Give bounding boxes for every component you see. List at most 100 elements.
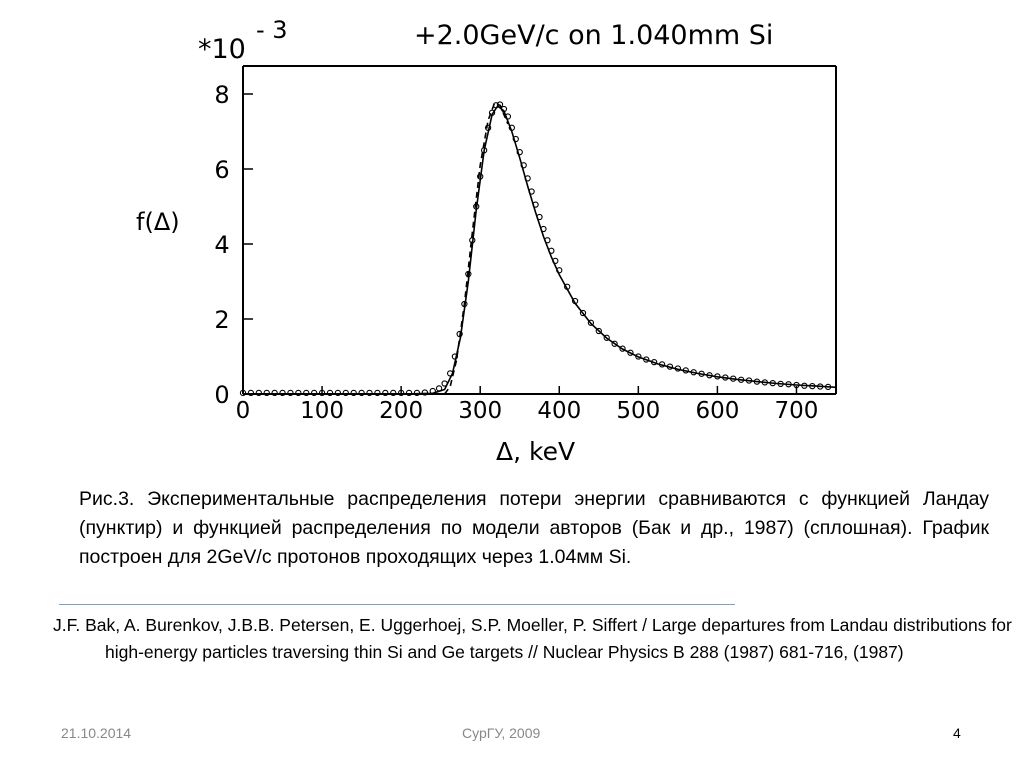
data-point <box>512 135 519 143</box>
footer-organization: СурГУ, 2009 <box>462 725 541 741</box>
data-point <box>239 389 247 397</box>
data-point <box>635 353 642 360</box>
data-point <box>374 389 381 397</box>
y-tick-label: 8 <box>214 81 229 109</box>
data-point <box>793 381 800 389</box>
x-tick-label: 400 <box>537 398 581 424</box>
data-point <box>255 389 262 397</box>
data-point <box>303 389 310 397</box>
data-point <box>745 377 753 384</box>
data-point <box>650 358 658 366</box>
data-point <box>540 225 547 233</box>
data-point <box>469 237 476 244</box>
data-point <box>682 367 689 374</box>
data-point <box>548 247 555 254</box>
data-point <box>279 389 286 397</box>
data-point <box>481 147 488 154</box>
x-tick-label: 100 <box>300 398 344 424</box>
data-point <box>500 105 508 113</box>
data-point <box>311 389 318 397</box>
data-point <box>658 361 666 368</box>
data-point <box>817 383 824 390</box>
x-ticks: 0 100 200 300 400 500 600 700 <box>236 386 818 424</box>
y-axis-label: f(Δ) <box>136 208 180 236</box>
chart-scale-label: *10 <box>198 34 246 65</box>
data-point <box>552 257 559 265</box>
data-point <box>473 203 480 210</box>
figure-caption: Рис.3. Экспериментальные распределения п… <box>79 488 989 568</box>
data-point <box>504 113 512 120</box>
data-point <box>287 389 294 397</box>
data-point <box>484 124 492 131</box>
data-point <box>326 389 334 397</box>
data-point <box>492 102 500 109</box>
energy-loss-chart: *10 - 3 +2.0GeV/c on 1.040mm Si f(Δ) Δ, … <box>136 16 837 466</box>
data-point <box>824 383 832 391</box>
data-point <box>520 162 527 169</box>
y-ticks: 0 2 4 6 8 <box>214 81 253 409</box>
y-tick-label: 2 <box>214 306 229 334</box>
data-point <box>413 389 421 397</box>
footer-date: 21.10.2014 <box>61 725 132 741</box>
data-point <box>698 370 705 377</box>
data-point <box>536 213 543 221</box>
data-point <box>397 389 405 397</box>
data-point <box>488 109 496 116</box>
data-point <box>690 369 697 376</box>
data-point <box>429 387 436 395</box>
data-point <box>544 237 551 244</box>
data-point <box>295 389 302 397</box>
data-point <box>350 389 357 397</box>
data-point <box>809 382 816 390</box>
y-tick-label: 6 <box>214 156 229 184</box>
plot-frame <box>242 65 837 395</box>
data-point <box>587 319 595 326</box>
data-point <box>674 365 682 372</box>
data-point <box>263 389 270 397</box>
data-point <box>358 389 365 397</box>
data-point <box>247 389 255 397</box>
data-point <box>390 389 397 397</box>
data-point <box>761 379 768 386</box>
data-point <box>366 389 373 397</box>
data-point <box>447 370 454 377</box>
data-point <box>753 378 761 385</box>
data-point <box>318 389 326 397</box>
data-point <box>722 374 729 381</box>
data-point <box>342 389 349 397</box>
data-point <box>441 380 448 387</box>
chart-scale-exponent: - 3 <box>256 16 288 44</box>
reference-citation: J.F. Bak, A. Burenkov, J.B.B. Petersen, … <box>53 615 1012 662</box>
data-point <box>508 124 515 131</box>
data-point <box>456 330 463 338</box>
data-point <box>714 373 721 380</box>
data-point <box>435 385 443 392</box>
separator-line <box>59 604 735 605</box>
data-point <box>611 340 618 347</box>
data-point <box>405 389 413 397</box>
data-point <box>382 389 389 397</box>
data-point <box>785 381 792 388</box>
data-point <box>564 283 571 290</box>
data-point <box>461 300 468 308</box>
x-tick-label: 0 <box>236 398 251 424</box>
data-point <box>730 375 737 382</box>
data-point <box>451 353 459 360</box>
data-point <box>643 356 650 363</box>
x-tick-label: 600 <box>695 398 739 424</box>
series-lines <box>243 102 837 395</box>
data-point <box>465 270 472 278</box>
data-point <box>524 175 531 182</box>
data-point <box>579 309 587 317</box>
data-point <box>496 101 504 108</box>
data-point <box>571 297 579 305</box>
data-point <box>271 389 278 397</box>
footer-page-number: 4 <box>953 725 961 741</box>
x-tick-label: 300 <box>458 398 502 424</box>
x-tick-label: 500 <box>616 398 660 424</box>
chart-title: +2.0GeV/c on 1.040mm Si <box>414 20 773 51</box>
x-tick-label: 200 <box>379 398 423 424</box>
data-point <box>532 201 539 208</box>
data-point <box>777 380 784 388</box>
data-point <box>619 345 626 352</box>
